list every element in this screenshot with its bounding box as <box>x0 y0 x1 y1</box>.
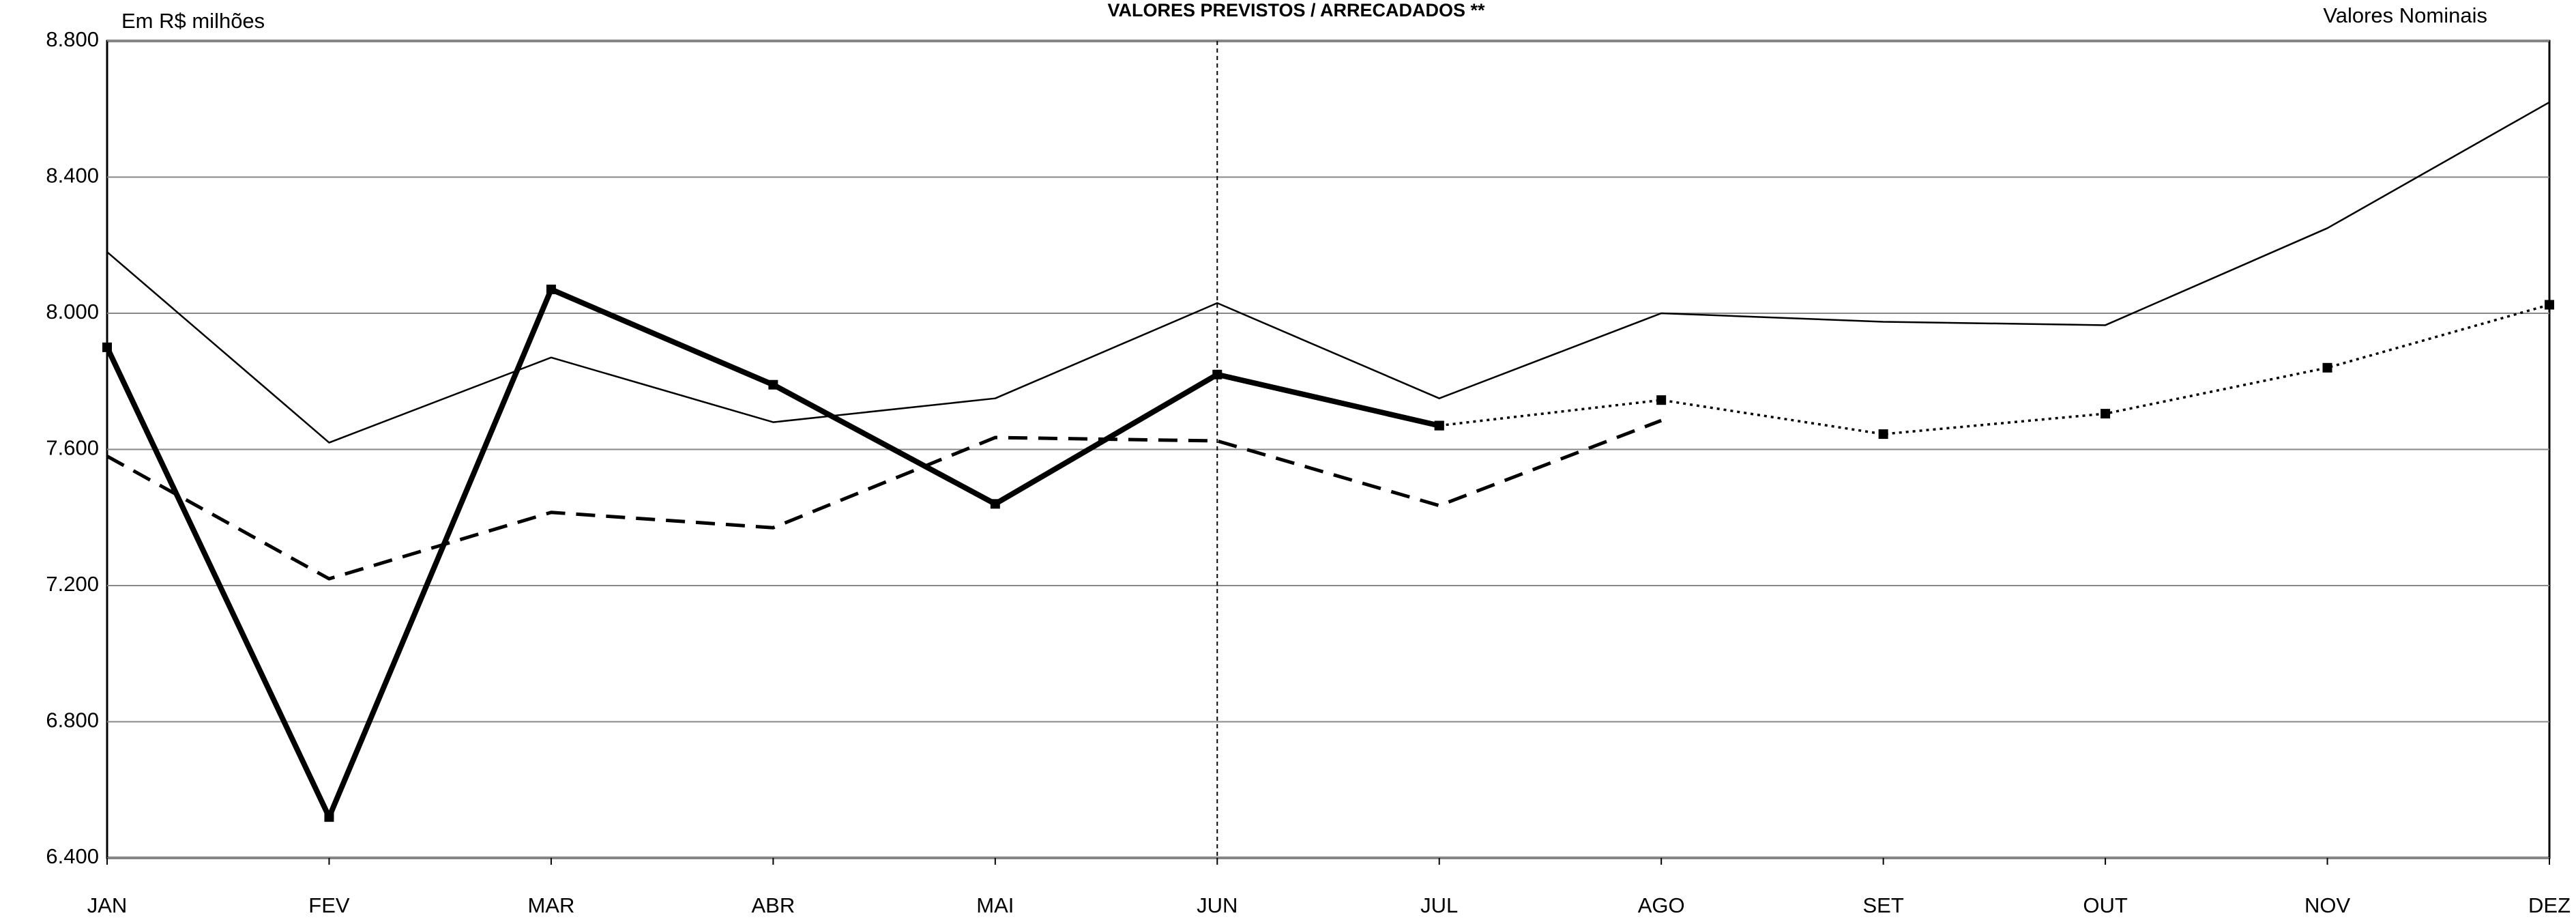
x-tick-label: SET <box>1862 893 1903 917</box>
x-tick-label: MAI <box>976 893 1014 917</box>
point-marker <box>768 379 778 390</box>
point-marker <box>990 499 1000 509</box>
x-tick-label: JAN <box>87 893 128 917</box>
y-tick-label: 7.600 <box>46 436 99 460</box>
x-tick-label: JUL <box>1420 893 1458 917</box>
x-tick-label: ABR <box>751 893 795 917</box>
point-marker <box>1434 420 1444 431</box>
point-marker <box>2101 409 2111 419</box>
point-marker <box>1212 369 1223 379</box>
note-label: Valores Nominais <box>2323 3 2487 27</box>
x-tick-label: MAR <box>527 893 574 917</box>
x-tick-label: JUN <box>1197 893 1238 917</box>
point-marker <box>546 285 556 295</box>
y-tick-label: 6.400 <box>46 844 99 868</box>
point-marker <box>102 342 112 352</box>
series-line <box>106 418 1663 581</box>
x-tick-label: FEV <box>308 893 350 917</box>
x-tick-label: AGO <box>1638 893 1685 917</box>
point-marker <box>2545 300 2554 310</box>
y-tick-label: 7.200 <box>46 572 99 596</box>
y-tick-label: 8.000 <box>46 300 99 324</box>
x-tick-label: OUT <box>2083 893 2128 917</box>
point-marker <box>324 812 334 822</box>
x-tick-label: DEZ <box>2528 893 2571 917</box>
unit-label: Em R$ milhões <box>121 9 265 33</box>
x-tick-label: NOV <box>2304 893 2351 917</box>
series-line <box>1439 303 2550 435</box>
point-marker <box>1656 395 1667 405</box>
y-tick-label: 8.800 <box>46 27 99 51</box>
point-marker <box>2322 362 2332 373</box>
point-marker <box>1878 429 1888 440</box>
series-line <box>106 101 2550 444</box>
y-tick-label: 8.400 <box>46 164 99 188</box>
y-tick-label: 6.800 <box>46 708 99 732</box>
series-line <box>104 287 1440 820</box>
chart-title: VALORES PREVISTOS / ARRECADADOS ** <box>1107 0 1485 20</box>
